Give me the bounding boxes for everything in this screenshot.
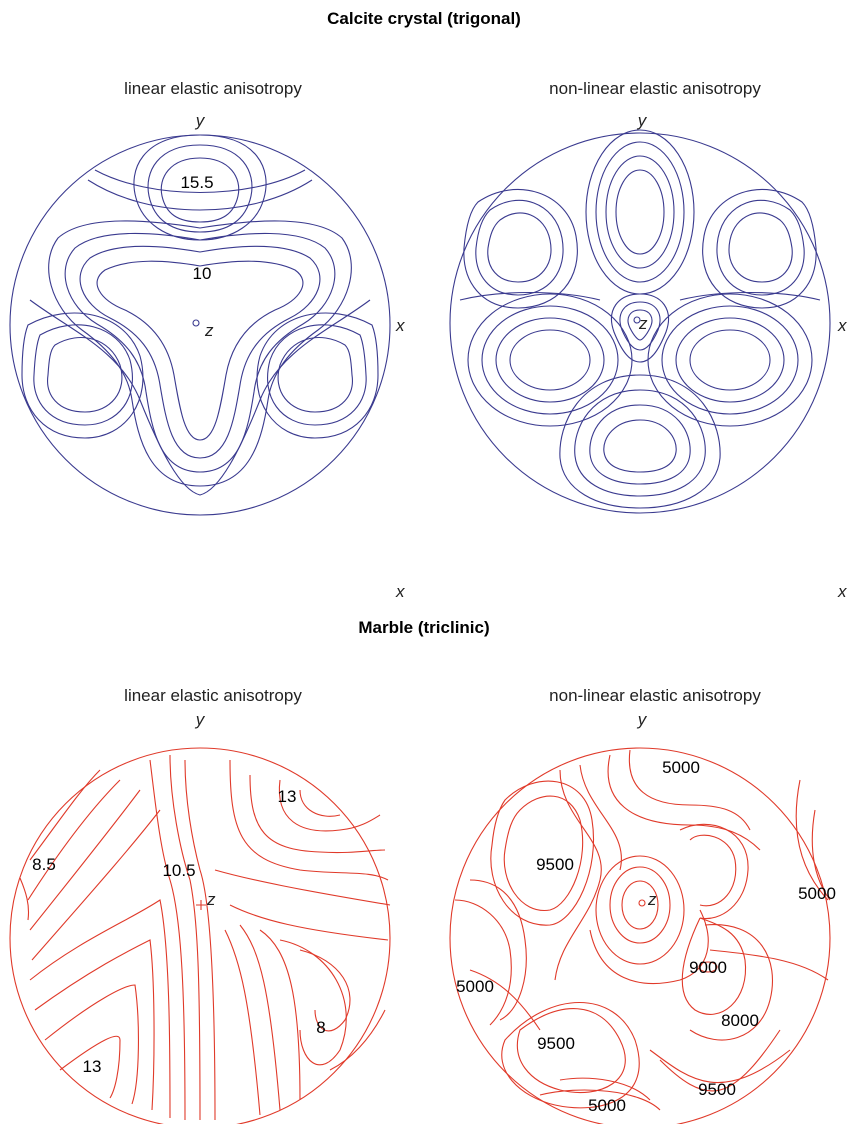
section-title-calcite: Calcite crystal (trigonal) — [327, 9, 521, 28]
contour-label: 15.5 — [180, 173, 213, 192]
contour-lines — [449, 747, 831, 1124]
contour-label: 10.5 — [162, 861, 195, 880]
panel-subtitle: non-linear elastic anisotropy — [549, 686, 761, 705]
axis-label-y: y — [195, 111, 206, 130]
contour-label: 13 — [83, 1057, 102, 1076]
panel-calcite-nonlinear: non-linear elastic anisotropy y x — [449, 79, 847, 514]
stereonet-circle — [449, 747, 831, 1124]
axis-label-x: x — [395, 582, 405, 601]
contour-label: 9500 — [698, 1080, 736, 1099]
axis-label-z: z — [206, 890, 216, 909]
panel-subtitle: non-linear elastic anisotropy — [549, 79, 761, 98]
contour-label: 13 — [278, 787, 297, 806]
contour-label: 9000 — [689, 958, 727, 977]
panel-marble-linear: linear elastic anisotropy y x — [9, 582, 405, 1124]
axis-label-x: x — [395, 316, 405, 335]
panel-subtitle: linear elastic anisotropy — [124, 79, 302, 98]
axis-label-x: x — [837, 316, 847, 335]
contour-label: 9500 — [536, 855, 574, 874]
panel-subtitle: linear elastic anisotropy — [124, 686, 302, 705]
section-title-marble: Marble (triclinic) — [358, 618, 490, 637]
axis-label-z: z — [647, 890, 657, 909]
axis-label-y: y — [637, 111, 648, 130]
stereonet-circle — [9, 747, 391, 1124]
contour-label: 5000 — [456, 977, 494, 996]
contour-label: 5000 — [588, 1096, 626, 1115]
stereonet-circle — [449, 132, 831, 514]
contour-label: 9500 — [537, 1034, 575, 1053]
contour-label: 8.5 — [32, 855, 56, 874]
contour-label: 5000 — [798, 884, 836, 903]
panel-marble-nonlinear: non-linear elastic anisotropy y x — [449, 582, 847, 1124]
contour-lines — [449, 129, 831, 514]
contour-label: 10 — [193, 264, 212, 283]
contour-lines — [9, 747, 391, 1124]
contour-lines — [9, 134, 391, 516]
axis-label-z: z — [204, 321, 214, 340]
panel-calcite-linear: linear elastic anisotropy y x — [9, 79, 405, 516]
contour-label: 5000 — [662, 758, 700, 777]
axis-label-z: z — [638, 314, 648, 333]
axis-label-y: y — [195, 710, 206, 729]
contour-label: 8000 — [721, 1011, 759, 1030]
axis-label-y: y — [637, 710, 648, 729]
axis-label-x: x — [837, 582, 847, 601]
contour-label: 8 — [316, 1018, 325, 1037]
